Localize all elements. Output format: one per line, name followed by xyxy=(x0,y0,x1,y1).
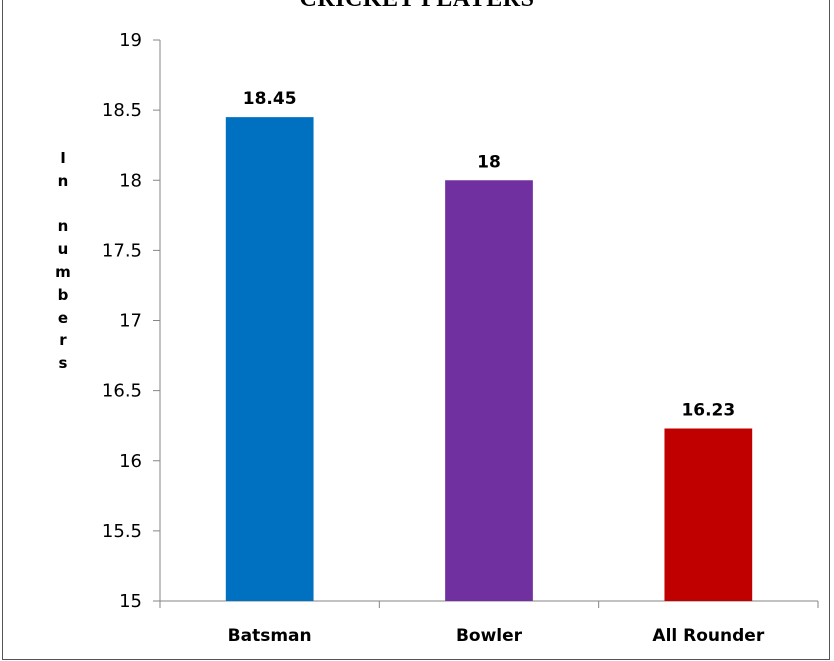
y-tick-label: 17.5 xyxy=(102,240,142,261)
bar-bowler xyxy=(445,180,533,601)
data-label: 16.23 xyxy=(681,400,735,420)
bar-all-rounder xyxy=(664,428,753,601)
data-label: 18.45 xyxy=(243,89,297,109)
y-tick-label: 19 xyxy=(119,30,142,51)
y-tick-label: 17 xyxy=(119,311,142,332)
chart-title: CRICKET PLAYERS xyxy=(0,0,834,13)
category-label: All Rounder xyxy=(652,626,764,646)
bar-batsman xyxy=(225,117,314,601)
y-tick-label: 16 xyxy=(119,451,142,472)
y-axis-label: I n n u m b e r s xyxy=(55,149,71,373)
y-tick-label: 18.5 xyxy=(102,100,142,121)
y-tick-label: 15.5 xyxy=(102,521,142,542)
y-tick-label: 18 xyxy=(119,170,142,191)
y-tick-label: 16.5 xyxy=(102,381,142,402)
category-label: Batsman xyxy=(228,626,312,646)
y-tick-label: 15 xyxy=(119,591,142,612)
data-label: 18 xyxy=(477,152,501,172)
category-label: Bowler xyxy=(456,626,523,646)
